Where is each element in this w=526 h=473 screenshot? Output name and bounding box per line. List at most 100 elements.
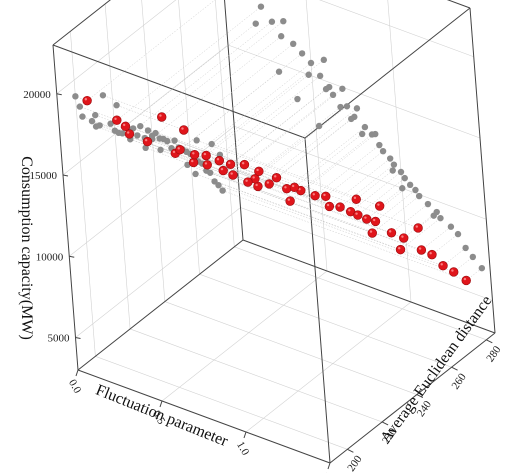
gridline-x-floor <box>161 270 328 402</box>
data-point <box>362 214 372 224</box>
data-point <box>324 201 335 212</box>
data-point <box>202 160 212 170</box>
data-point <box>225 159 236 170</box>
projection-line-back <box>125 23 256 127</box>
projected-point-back <box>305 71 312 78</box>
data-point <box>438 261 448 271</box>
data-point-highlight <box>398 247 401 250</box>
data-point-highlight <box>144 138 148 142</box>
data-point <box>449 267 459 277</box>
projection-line-back <box>269 116 355 185</box>
projection-line-side <box>222 190 467 281</box>
frame-edge <box>224 0 244 241</box>
gridline-y-floor <box>234 246 487 341</box>
y-tick-mark <box>486 339 493 344</box>
projection-line-back <box>357 177 405 216</box>
projected-point-side <box>157 146 164 154</box>
data-point-highlight <box>84 98 88 101</box>
projection-line-back <box>230 88 327 165</box>
y-tick-mark <box>347 448 354 453</box>
projection-line-back <box>356 170 393 200</box>
projected-point-side <box>219 187 226 194</box>
gridline-x-back <box>305 0 328 272</box>
projection-line-back <box>421 226 452 251</box>
data-point-highlight <box>388 230 392 233</box>
data-point-highlight <box>241 162 245 165</box>
gridline-y-floor <box>199 273 452 368</box>
projected-point-back <box>462 244 469 252</box>
data-point-highlight <box>440 263 443 266</box>
projected-point-back <box>322 85 330 93</box>
projected-point-back <box>277 33 285 40</box>
x-tick-label: 1.0 <box>234 440 252 458</box>
projected-point-side <box>88 117 96 125</box>
projected-point-back <box>389 167 396 174</box>
data-point <box>370 216 381 227</box>
frame-edge <box>52 44 306 139</box>
z-tick-label: 10000 <box>36 251 64 263</box>
projected-point-back <box>361 123 369 131</box>
data-point <box>201 150 211 161</box>
projection-line-back <box>258 106 341 172</box>
data-point-highlight <box>291 184 295 188</box>
data-point-highlight <box>353 196 357 200</box>
projected-point-back <box>447 223 455 230</box>
gridline-x-back <box>387 0 412 303</box>
data-point-highlight <box>323 193 326 197</box>
z-tick-mark <box>56 93 62 96</box>
data-point <box>353 210 363 220</box>
data-point <box>254 166 264 177</box>
projected-point-side <box>72 93 79 100</box>
z-tick-label: 5000 <box>48 333 71 345</box>
z-tick-mark <box>62 174 69 177</box>
data-point-highlight <box>312 193 315 196</box>
projected-point-back <box>415 192 423 200</box>
projection-line-back <box>257 108 358 187</box>
projected-point-back <box>358 130 366 138</box>
projection-line-back <box>244 94 334 165</box>
data-point-highlight <box>287 198 291 201</box>
projection-line-back <box>254 106 348 179</box>
data-point <box>228 170 238 180</box>
data-point <box>239 159 250 170</box>
gridline-x-floor <box>245 301 412 433</box>
projected-point-back <box>379 147 387 155</box>
data-point <box>321 191 331 202</box>
projected-point-back <box>329 91 337 99</box>
data-point-highlight <box>255 183 258 187</box>
projected-point-side <box>152 129 159 137</box>
data-point <box>82 95 92 106</box>
y-axis-label: Average Euclidean distance <box>377 293 495 447</box>
gridline-z-back <box>240 207 493 301</box>
projection-line-side <box>140 125 245 165</box>
tick-labels: 50001000015000200000.00.51.01.5200220240… <box>23 89 504 473</box>
projected-point-side <box>76 103 84 110</box>
projection-line-side <box>219 154 419 229</box>
data-point-highlight <box>181 127 184 130</box>
data-point-highlight <box>159 114 162 117</box>
x-tick-mark <box>243 431 247 439</box>
projection-line-back <box>129 21 273 135</box>
projected-point-side <box>215 181 222 189</box>
projected-point-back <box>353 105 361 112</box>
projected-point-back <box>337 103 344 111</box>
gridline-z-back <box>234 125 487 220</box>
projected-point-back <box>294 95 301 103</box>
data-point <box>367 228 377 238</box>
data-point <box>413 223 423 233</box>
projection-line-back <box>223 86 330 171</box>
data-point <box>282 183 292 194</box>
projection-line-back <box>116 6 262 121</box>
projected-point-back <box>290 40 297 47</box>
data-point-highlight <box>191 159 194 163</box>
gridline-y-floor <box>164 301 417 395</box>
frame-edge <box>304 137 331 464</box>
data-point-highlight <box>415 225 419 228</box>
data-point <box>310 190 320 201</box>
projected-point-back <box>390 161 398 168</box>
projection-line-back <box>339 164 395 208</box>
y-tick-label: 280 <box>484 344 504 365</box>
projection-line-back <box>276 118 352 178</box>
data-point-highlight <box>192 152 195 155</box>
